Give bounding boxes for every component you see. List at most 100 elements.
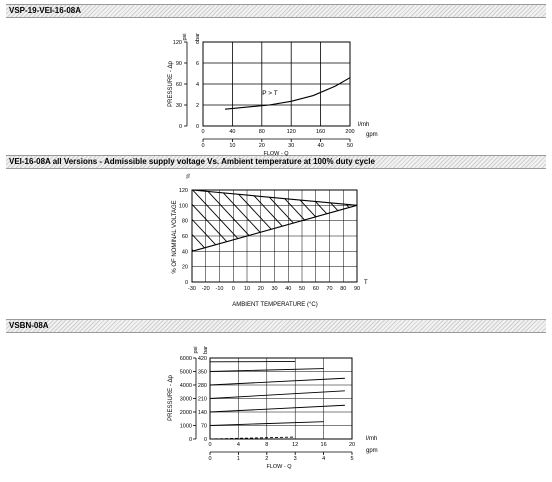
section-title-2: VEI-16-08A all Versions - Admissible sup… [9, 157, 375, 166]
chart3-series-line [209, 421, 324, 426]
chart2-y-tick-label: 40 [182, 249, 188, 255]
section-header-3: VSBN-08A [6, 319, 546, 333]
chart2-x-tick-label: -10 [216, 286, 224, 292]
section-title-1: VSP-19-VEI-16-08A [9, 6, 82, 15]
chart3-x-axis-label: FLOW - Q [266, 464, 292, 470]
chart1-gpm-tick-label: 50 [347, 143, 353, 149]
chart3-lmh-unit: l/mh [366, 436, 377, 442]
chart2-hatch-line [524, 185, 552, 287]
chart3-series-line [209, 404, 345, 413]
chart2-plot-frame [191, 189, 358, 283]
chart3-gpm-tick-label: 5 [350, 456, 353, 462]
chart3-bar-unit: bar [203, 346, 209, 354]
chart2-y-unit: % [186, 173, 192, 178]
chart3-plot-frame [209, 357, 353, 440]
chart2-hatch-line [482, 185, 552, 287]
chart3-bar-tick-label: 280 [198, 383, 207, 389]
chart2-y-tick-label: 0 [185, 280, 188, 286]
chart2-hatch-line [192, 190, 214, 252]
chart2-lower-boundary [191, 204, 358, 252]
chart1-psi-tick-label: 60 [176, 82, 182, 88]
chart2-x-unit: T [364, 280, 368, 286]
chart3-bar-tick-label: 420 [198, 356, 207, 362]
chart3-gpm-tick-label: 1 [237, 456, 240, 462]
chart1-lmh-tick-label: 120 [287, 129, 296, 135]
chart2-x-tick-label: 40 [285, 286, 291, 292]
chart2-hatch-line [341, 190, 357, 252]
chart1-psi-tick-label: 30 [176, 103, 182, 109]
chart2-hatch-line [192, 190, 242, 252]
chart2-hatch-line [398, 185, 493, 287]
chart1-lmh-tick-label: 0 [201, 129, 204, 135]
chart2-hatch-line [192, 190, 284, 252]
chart3-bar-tick-label: 70 [201, 424, 207, 430]
chart2-hatch-line [62, 185, 157, 287]
chart2-hatch-line [313, 190, 357, 252]
chart2-hatch-line [229, 190, 326, 252]
chart2-hatch-line [538, 185, 552, 287]
chart1-psi-tick-label: 120 [173, 40, 182, 46]
chart1-gpm-tick-label: 0 [201, 143, 204, 149]
chart3-psi-tick-label: 0 [189, 437, 192, 443]
chart1-psi-unit: psi [182, 33, 188, 40]
chart2-hatch-line [299, 190, 357, 252]
chart1-gpm-tick-label: 10 [229, 143, 235, 149]
chart2-hatch-line [370, 185, 465, 287]
chart1-gpm-tick-label: 30 [288, 143, 294, 149]
chart3-lmh-tick-label: 20 [349, 442, 355, 448]
chart2-hatch-line [384, 185, 479, 287]
chart1-bar-tick-label: 2 [196, 103, 199, 109]
chart2-hatch-line [6, 185, 101, 287]
chart3-gpm-tick-label: 2 [265, 456, 268, 462]
chart3-bar-tick-label: 350 [198, 370, 207, 376]
chart3-series-line [209, 390, 345, 399]
chart3-psi-tick-label: 4000 [180, 383, 192, 389]
chart2-hatch-line [257, 190, 354, 252]
chart1-annotation: P > T [262, 90, 278, 97]
chart2-x-tick-label: -30 [188, 286, 196, 292]
chart2-hatch-line [510, 185, 552, 287]
chart2-y-tick-label: 100 [179, 203, 188, 209]
chart2-hatch-line [496, 185, 552, 287]
chart2-hatch [0, 185, 552, 287]
chart1-bar-tick-label: 8 [196, 40, 199, 46]
chart1-lmh-tick-label: 200 [345, 129, 354, 135]
chart3-psi-tick-label: 5000 [180, 370, 192, 376]
chart1-bar-tick-label: 0 [196, 124, 199, 130]
chart2-x-tick-label: 50 [299, 286, 305, 292]
chart3-gpm-unit: gpm [366, 448, 378, 454]
chart3-gpm-tick-label: 3 [294, 456, 297, 462]
chart3-series-line [209, 377, 345, 386]
chart2-y-tick-label: 80 [182, 219, 188, 225]
chart1-plot-frame [202, 41, 351, 127]
chart2-hatch-line [76, 185, 171, 287]
chart1-bar-unit: bar [195, 33, 201, 41]
chart2-hatch-line [355, 190, 357, 252]
chart1-lmh-tick-label: 160 [316, 129, 325, 135]
chart1-bar-tick-label: 4 [196, 82, 199, 88]
chart2-hatch-line [454, 185, 549, 287]
chart2-x-tick-label: 10 [244, 286, 250, 292]
chart3-psi-tick-label: 3000 [180, 397, 192, 403]
chart2-hatch-line [412, 185, 507, 287]
chart2-x-tick-label: 90 [354, 286, 360, 292]
chart3-bar-tick-label: 0 [204, 437, 207, 443]
chart3-series-line [209, 436, 296, 440]
chart2-hatch-line [34, 185, 129, 287]
chart2-hatch-line [20, 185, 115, 287]
chart3-gpm-tick-label: 4 [322, 456, 325, 462]
chart2-hatch-line [201, 190, 298, 252]
chart2-hatch-line [271, 190, 357, 252]
chart2-hatch-line [192, 190, 270, 252]
chart1-gpm-unit: gpm [366, 132, 378, 138]
chart3-psi-tick-label: 1000 [180, 424, 192, 430]
chart2-hatch-line [0, 185, 87, 287]
chart2-x-tick-label: 30 [271, 286, 277, 292]
chart3-psi-tick-label: 6000 [180, 356, 192, 362]
chart2-y-tick-label: 60 [182, 234, 188, 240]
chart2-x-tick-label: 80 [340, 286, 346, 292]
chart1-gpm-tick-label: 20 [259, 143, 265, 149]
chart2-upper-boundary [191, 189, 358, 206]
chart1-gpm-tick-label: 40 [318, 143, 324, 149]
